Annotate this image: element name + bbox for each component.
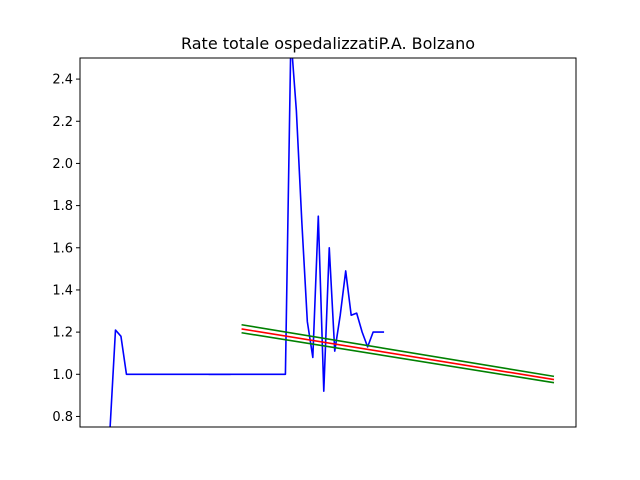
- y-tick-label: 0.8: [52, 410, 73, 425]
- y-tick-label: 1.4: [52, 283, 73, 298]
- series-line-2: [241, 323, 555, 378]
- y-tick-label: 2.0: [52, 157, 73, 172]
- chart-title: Rate totale ospedalizzatiP.A. Bolzano: [181, 34, 475, 53]
- y-tick-label: 2.4: [52, 73, 73, 88]
- series-line-3: [241, 328, 555, 381]
- series-line-4: [241, 331, 555, 384]
- series-line-1: [208, 58, 385, 392]
- y-tick-label: 2.2: [52, 115, 73, 130]
- y-tick-label: 1.0: [52, 368, 73, 383]
- series-line-0: [109, 329, 231, 427]
- y-tick-label: 1.6: [52, 241, 73, 256]
- plot-frame: [79, 57, 577, 428]
- y-tick-label: 1.2: [52, 326, 73, 341]
- y-tick-label: 1.8: [52, 199, 73, 214]
